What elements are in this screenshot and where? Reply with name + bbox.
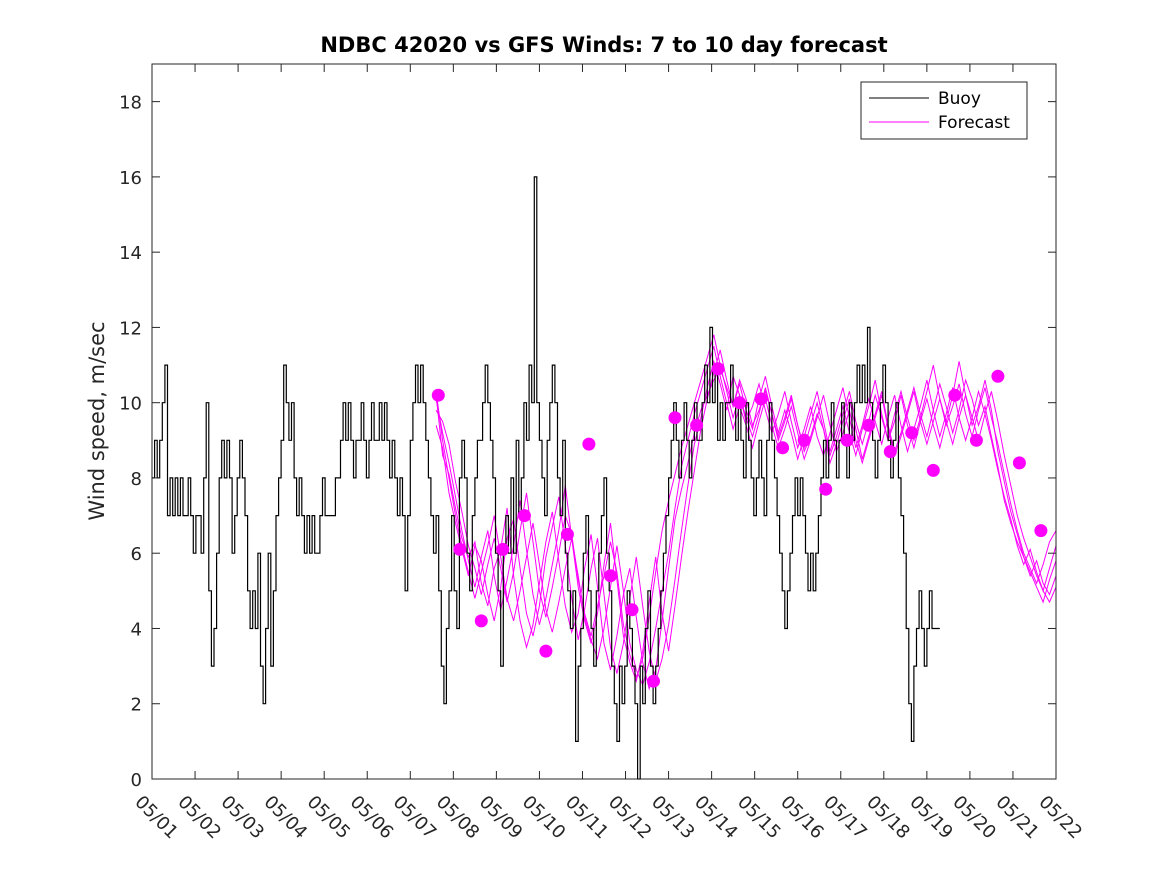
forecast-point <box>431 388 445 402</box>
forecast-point <box>711 362 725 376</box>
legend-label-forecast: Forecast <box>938 113 1010 133</box>
forecast-point <box>604 569 617 583</box>
forecast-point <box>496 542 510 556</box>
y-tick-label: 2 <box>131 695 142 716</box>
forecast-point <box>1012 456 1026 470</box>
y-tick-label: 0 <box>131 770 142 791</box>
buoy-line <box>152 176 940 780</box>
forecast-point <box>862 418 876 432</box>
y-tick-label: 12 <box>119 318 142 339</box>
forecast-point <box>733 396 747 410</box>
y-tick-label: 16 <box>119 168 142 189</box>
y-axis-label: Wind speed, m/sec <box>85 321 109 520</box>
forecast-point <box>539 644 553 658</box>
forecast-point <box>474 614 488 628</box>
forecast-point <box>625 603 639 617</box>
y-tick-label: 14 <box>119 243 142 264</box>
chart-title: NDBC 42020 vs GFS Winds: 7 to 10 day for… <box>320 33 887 57</box>
forecast-point <box>926 463 940 477</box>
forecast-point <box>969 433 983 447</box>
forecast-point <box>948 388 962 402</box>
forecast-markers <box>431 362 1048 688</box>
forecast-point <box>883 445 897 459</box>
forecast-point <box>582 437 596 451</box>
buoy-series-line <box>152 176 940 780</box>
forecast-run-line <box>435 367 1057 691</box>
y-axis: 0 2 4 6 8 10 12 14 16 18 <box>119 93 1056 791</box>
forecast-point <box>819 482 833 496</box>
legend: Buoy Forecast <box>860 81 1028 140</box>
forecast-point <box>776 441 790 455</box>
legend-label-buoy: Buoy <box>938 89 981 109</box>
forecast-point <box>797 433 811 447</box>
y-tick-label: 10 <box>119 394 142 415</box>
legend-box <box>860 81 1028 140</box>
y-tick-label: 18 <box>119 93 142 114</box>
forecast-point <box>1034 524 1048 538</box>
y-tick-label: 4 <box>131 619 142 640</box>
forecast-point <box>517 509 531 523</box>
forecast-point <box>560 527 574 541</box>
forecast-point <box>668 411 682 425</box>
y-tick-label: 6 <box>131 544 142 565</box>
forecast-point <box>690 418 704 432</box>
forecast-point <box>453 542 467 556</box>
forecast-point <box>840 433 854 447</box>
y-tick-label: 8 <box>131 469 142 490</box>
axes-box <box>151 63 1057 780</box>
forecast-point <box>754 392 768 406</box>
forecast-point <box>905 426 919 440</box>
forecast-point <box>991 369 1005 383</box>
forecast-point <box>647 674 660 688</box>
